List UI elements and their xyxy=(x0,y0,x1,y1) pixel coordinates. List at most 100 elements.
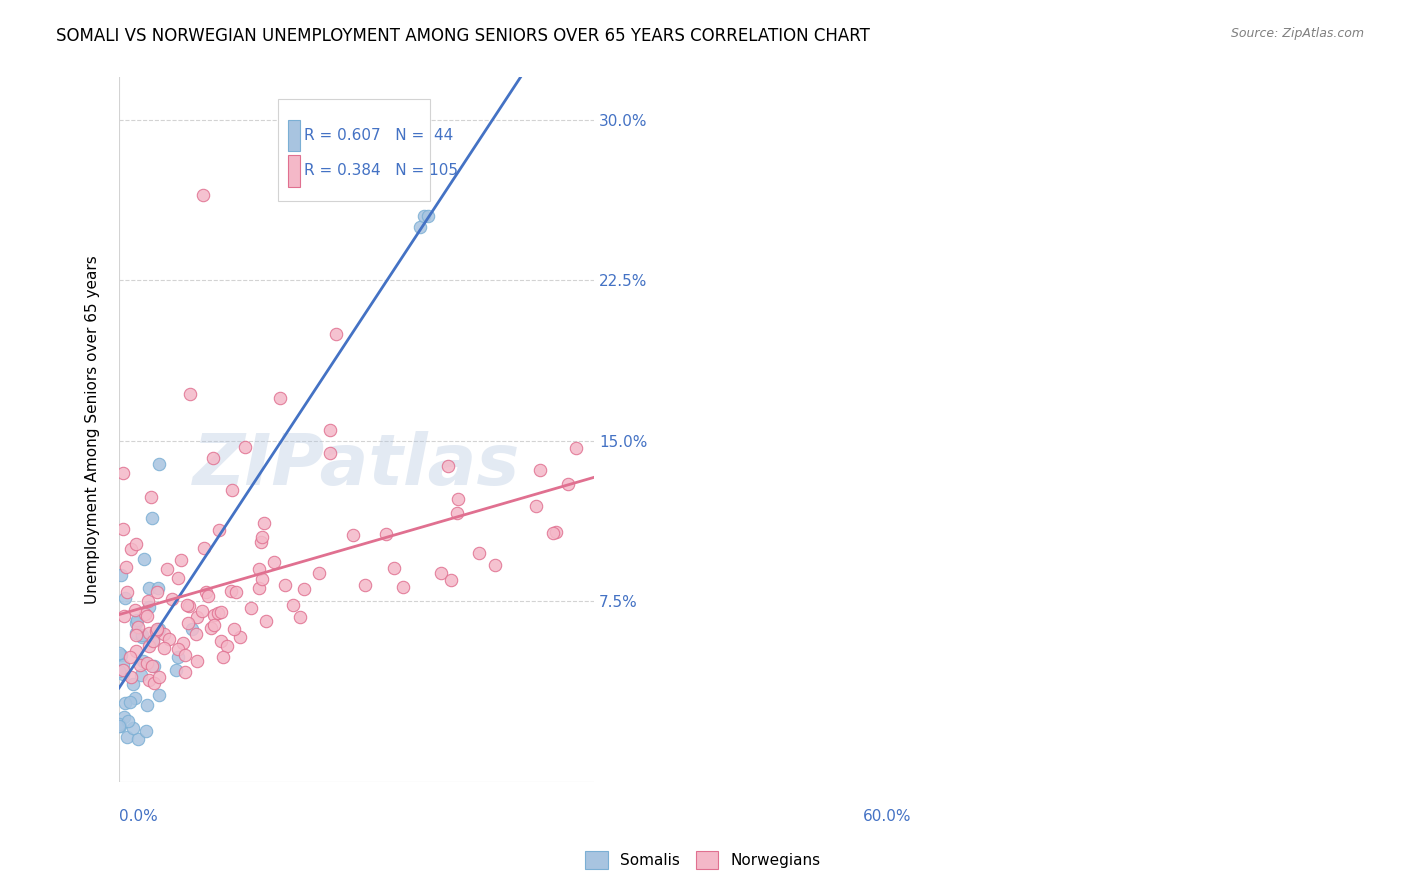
Norwegians xyxy=(160,592,183,607)
Somalis xyxy=(135,723,157,738)
Somalis xyxy=(108,646,131,660)
Somalis xyxy=(122,677,145,691)
Norwegians xyxy=(176,616,198,631)
Somalis xyxy=(125,613,148,627)
Somalis xyxy=(121,721,143,735)
FancyBboxPatch shape xyxy=(278,99,430,201)
Somalis xyxy=(124,691,146,706)
Somalis xyxy=(138,600,160,615)
Norwegians xyxy=(228,630,250,644)
Norwegians xyxy=(127,620,149,634)
Norwegians xyxy=(254,614,277,628)
Somalis xyxy=(142,632,165,647)
Somalis xyxy=(112,710,135,724)
Norwegians xyxy=(125,537,148,551)
Norwegians xyxy=(325,326,347,341)
Norwegians xyxy=(120,542,142,557)
Norwegians xyxy=(544,524,567,539)
Norwegians xyxy=(207,606,229,620)
Somalis xyxy=(416,209,439,223)
Text: R = 0.384   N = 105: R = 0.384 N = 105 xyxy=(304,163,458,178)
Somalis xyxy=(111,657,134,672)
Text: 0.0%: 0.0% xyxy=(120,809,157,824)
Norwegians xyxy=(247,561,270,575)
Norwegians xyxy=(263,556,285,570)
Norwegians xyxy=(233,440,256,454)
Norwegians xyxy=(208,523,231,537)
Norwegians xyxy=(186,610,208,624)
Somalis xyxy=(131,630,153,644)
Norwegians xyxy=(250,534,273,549)
Norwegians xyxy=(193,188,215,202)
Somalis xyxy=(131,628,153,642)
Norwegians xyxy=(156,562,179,576)
Norwegians xyxy=(117,585,139,599)
Somalis xyxy=(148,688,170,702)
Somalis xyxy=(132,551,155,566)
Norwegians xyxy=(392,580,415,594)
Norwegians xyxy=(118,649,141,664)
Norwegians xyxy=(139,491,162,505)
Norwegians xyxy=(173,636,195,650)
Somalis xyxy=(117,714,139,728)
Somalis xyxy=(132,654,155,668)
Somalis xyxy=(125,615,148,630)
Norwegians xyxy=(114,560,136,574)
Norwegians xyxy=(120,671,142,685)
Norwegians xyxy=(281,599,304,613)
Norwegians xyxy=(128,657,150,672)
FancyBboxPatch shape xyxy=(288,155,299,186)
Somalis xyxy=(108,718,131,732)
Norwegians xyxy=(194,585,217,599)
Norwegians xyxy=(225,585,247,599)
Norwegians xyxy=(342,528,364,542)
Norwegians xyxy=(200,620,222,634)
Norwegians xyxy=(136,608,159,623)
Norwegians xyxy=(138,626,160,640)
Norwegians xyxy=(202,617,225,632)
Norwegians xyxy=(202,608,225,623)
Norwegians xyxy=(430,566,453,580)
Text: Source: ZipAtlas.com: Source: ZipAtlas.com xyxy=(1230,27,1364,40)
Somalis xyxy=(127,731,149,746)
Norwegians xyxy=(253,516,276,531)
Norwegians xyxy=(136,656,159,670)
Norwegians xyxy=(111,522,134,536)
Norwegians xyxy=(111,663,134,677)
Norwegians xyxy=(308,566,330,580)
Norwegians xyxy=(219,584,242,599)
Norwegians xyxy=(138,673,160,687)
Text: SOMALI VS NORWEGIAN UNEMPLOYMENT AMONG SENIORS OVER 65 YEARS CORRELATION CHART: SOMALI VS NORWEGIAN UNEMPLOYMENT AMONG S… xyxy=(56,27,870,45)
Norwegians xyxy=(148,670,170,684)
Norwegians xyxy=(125,628,148,642)
Norwegians xyxy=(557,477,579,491)
Norwegians xyxy=(209,605,232,619)
Norwegians xyxy=(439,573,461,587)
Norwegians xyxy=(565,442,588,456)
Somalis xyxy=(117,731,139,745)
Norwegians xyxy=(484,558,506,573)
Somalis xyxy=(180,622,202,636)
Somalis xyxy=(112,667,135,681)
Norwegians xyxy=(173,648,195,663)
Norwegians xyxy=(125,644,148,658)
Somalis xyxy=(108,664,131,678)
Somalis xyxy=(114,591,136,605)
Norwegians xyxy=(111,466,134,480)
Norwegians xyxy=(250,572,273,586)
Norwegians xyxy=(292,582,315,596)
Norwegians xyxy=(197,589,219,603)
Norwegians xyxy=(170,553,193,567)
Norwegians xyxy=(143,675,166,690)
Norwegians xyxy=(193,541,215,555)
Somalis xyxy=(110,648,132,663)
Somalis xyxy=(148,457,170,471)
Norwegians xyxy=(146,585,169,599)
Norwegians xyxy=(446,506,468,520)
Norwegians xyxy=(138,639,160,653)
Norwegians xyxy=(240,600,263,615)
Text: 60.0%: 60.0% xyxy=(862,809,911,824)
Norwegians xyxy=(374,526,396,541)
Norwegians xyxy=(269,391,291,405)
Norwegians xyxy=(166,641,188,656)
